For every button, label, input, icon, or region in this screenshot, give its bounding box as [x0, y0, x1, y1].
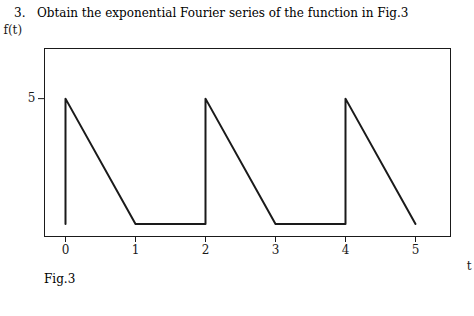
svg-text:2: 2 [202, 243, 210, 257]
svg-text:t: t [467, 259, 472, 273]
svg-text:1: 1 [132, 243, 140, 257]
svg-text:3: 3 [272, 243, 280, 257]
svg-text:4: 4 [342, 243, 350, 257]
html-text:Fig.3: Fig.3 [44, 272, 76, 286]
html-text:3. Obtain the exponential Four: 3. Obtain the exponential Fourier series… [14, 6, 409, 20]
svg-text:5: 5 [412, 243, 420, 257]
svg-text:0: 0 [62, 243, 70, 257]
svg-text:5: 5 [28, 91, 36, 105]
svg-text:f(t): f(t) [4, 23, 23, 37]
